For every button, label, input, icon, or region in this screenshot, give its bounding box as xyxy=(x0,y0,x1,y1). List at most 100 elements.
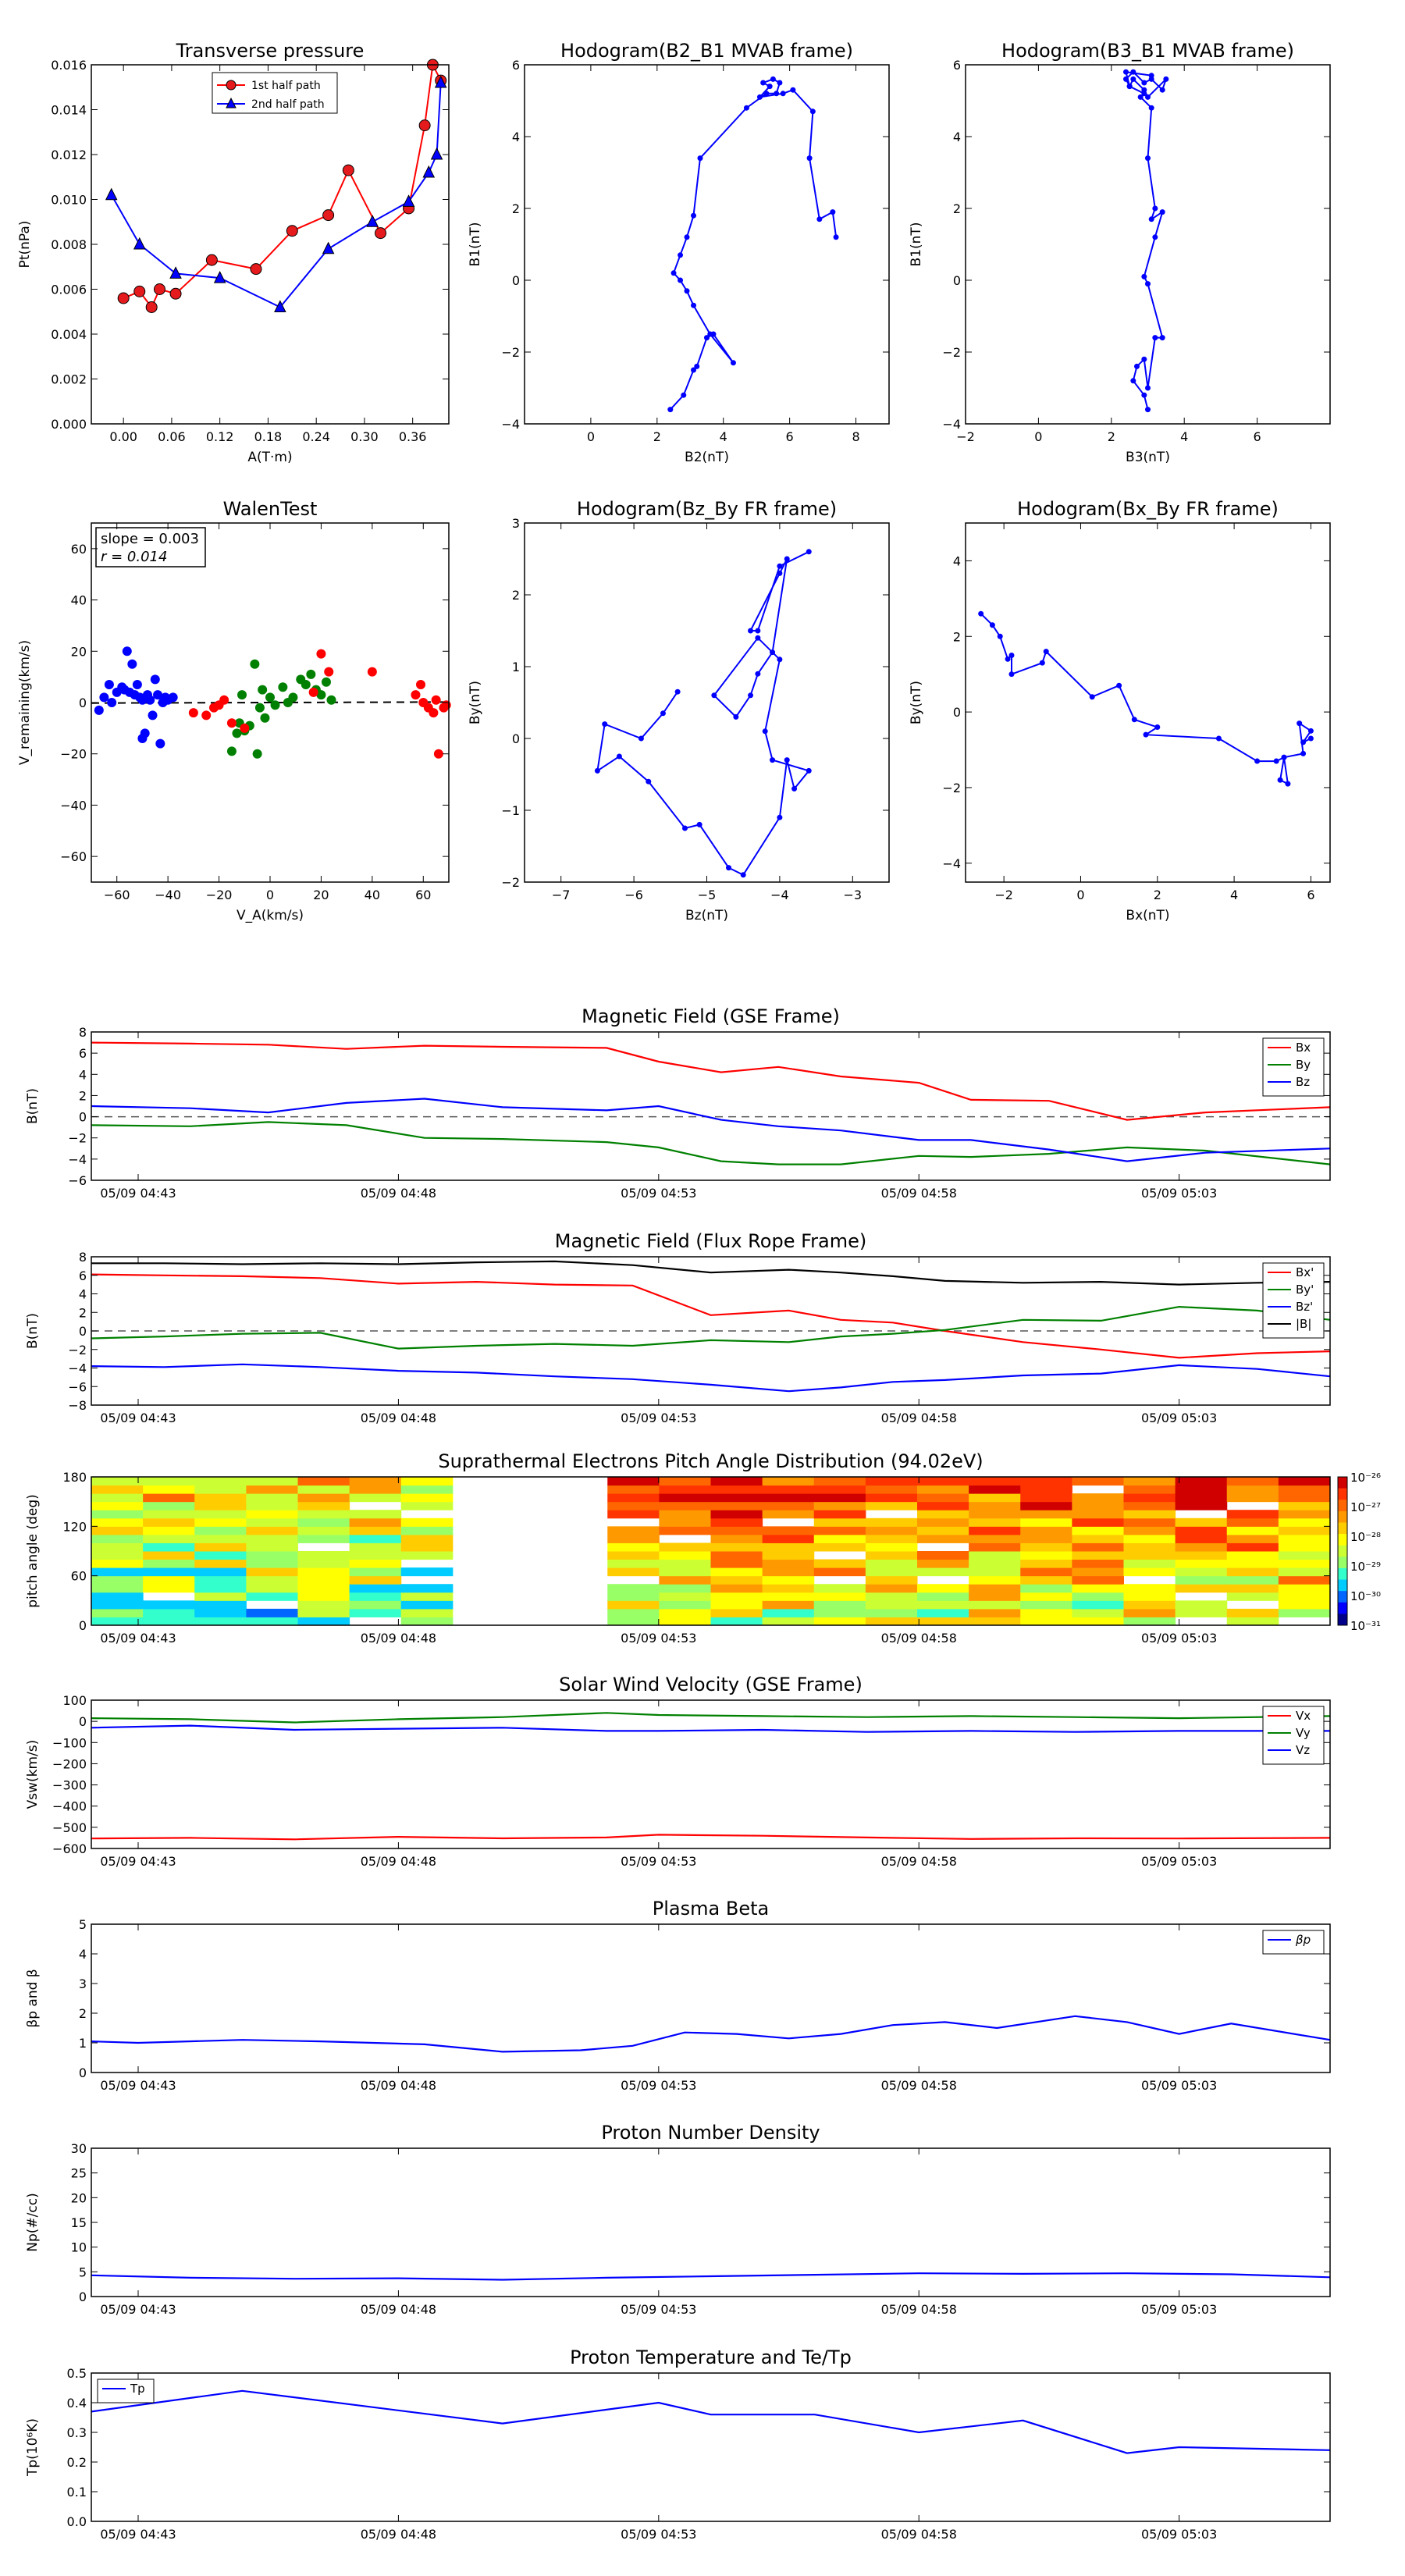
data-point xyxy=(155,738,165,749)
data-point xyxy=(342,164,354,176)
x-tick-label: 05/09 04:53 xyxy=(621,2527,696,2542)
colorbar-segment xyxy=(1338,1545,1347,1557)
heatmap-cell xyxy=(1072,1493,1124,1503)
heatmap-cell xyxy=(1072,1575,1124,1585)
y-axis-label: By(nT) xyxy=(468,681,483,724)
heatmap-cell xyxy=(349,1485,402,1494)
data-point xyxy=(1145,385,1151,391)
data-point xyxy=(270,700,280,710)
data-point xyxy=(602,721,608,728)
data-point xyxy=(667,407,674,413)
data-point xyxy=(316,649,326,659)
heatmap-cells xyxy=(91,1477,1331,1626)
heatmap-cell xyxy=(710,1584,763,1593)
heatmap-cell xyxy=(969,1584,1021,1593)
heatmap-cell xyxy=(297,1526,350,1535)
colorbar-tick-label: 10⁻³⁰ xyxy=(1350,1589,1381,1603)
heatmap-cell xyxy=(865,1551,918,1560)
data-point xyxy=(99,692,109,703)
data-point xyxy=(1307,728,1314,734)
heatmap-cell xyxy=(1072,1592,1124,1601)
plot-frame xyxy=(965,64,1331,425)
data-point xyxy=(1145,407,1151,413)
data-point xyxy=(1130,76,1136,82)
chart-title: Hodogram(B3_B1 MVAB frame) xyxy=(1001,40,1294,62)
heatmap-cell xyxy=(1278,1534,1331,1543)
series-Bz xyxy=(91,1098,1331,1162)
series-Vy xyxy=(91,1712,1331,1724)
x-tick-label: 2 xyxy=(1108,429,1115,444)
data-point xyxy=(375,227,387,240)
heatmap-cell xyxy=(813,1592,866,1601)
heatmap-cell xyxy=(400,1617,454,1626)
x-tick-label: 6 xyxy=(786,429,794,444)
data-point xyxy=(681,392,687,398)
x-tick-label: 05/09 05:03 xyxy=(1141,1411,1217,1425)
y-tick-label: −6 xyxy=(68,1379,87,1394)
heatmap-cell xyxy=(400,1493,454,1503)
y-tick-label: −40 xyxy=(60,798,87,813)
colorbar-segment xyxy=(1338,1602,1347,1614)
heatmap-cell xyxy=(762,1592,815,1601)
heatmap-cell xyxy=(607,1501,660,1510)
hodogram-series xyxy=(594,549,812,878)
annotation-slope: slope = 0.003 xyxy=(101,531,199,547)
heatmap-cell xyxy=(1020,1584,1072,1593)
y-tick-label: −4 xyxy=(68,1152,87,1167)
heatmap-cell xyxy=(762,1542,815,1552)
data-point xyxy=(806,155,813,162)
data-point xyxy=(784,757,790,763)
heatmap-cell xyxy=(710,1534,763,1543)
legend-marker xyxy=(226,80,237,91)
x-tick-label: 05/09 04:53 xyxy=(621,1854,696,1869)
plot-background xyxy=(91,1032,1330,1180)
hodogram-series xyxy=(667,76,839,413)
heatmap-cell xyxy=(91,1542,144,1552)
colorbar-tick-label: 10⁻²⁷ xyxy=(1350,1500,1381,1514)
y-tick-label: −300 xyxy=(52,1778,87,1793)
heatmap-cell xyxy=(710,1559,763,1568)
plot-frame xyxy=(91,2372,1331,2522)
heatmap-cell xyxy=(297,1559,350,1568)
y-tick-label: 4 xyxy=(79,1287,87,1302)
data-point xyxy=(1141,273,1147,279)
heatmap-cell xyxy=(607,1559,660,1568)
y-tick-label: 0 xyxy=(79,1324,87,1339)
y-tick-label: 0 xyxy=(79,1714,87,1729)
heatmap-cell xyxy=(1123,1526,1176,1535)
data-point xyxy=(1152,205,1158,212)
heatmap-cell xyxy=(349,1592,402,1601)
data-point xyxy=(791,785,798,792)
data-point xyxy=(678,252,684,258)
data-point xyxy=(780,91,786,97)
x-axis-label: B2(nT) xyxy=(685,450,729,465)
colorbar-segment xyxy=(1338,1522,1347,1535)
data-point xyxy=(777,656,783,663)
heatmap-cell xyxy=(1123,1501,1176,1510)
data-point xyxy=(989,622,995,628)
heatmap-cell xyxy=(1278,1608,1331,1617)
chart-title: WalenTest xyxy=(223,498,318,520)
heatmap-cell xyxy=(349,1526,402,1535)
data-point xyxy=(638,735,644,742)
y-tick-label: 0 xyxy=(79,2290,87,2304)
heatmap-cell xyxy=(91,1517,144,1527)
data-point xyxy=(402,194,415,207)
data-point xyxy=(760,80,767,86)
data-point xyxy=(733,713,739,720)
chart-walen_test: slope = 0.003 r = 0.014 −60 −40 −20 0 20 40 60 −6… xyxy=(17,498,451,923)
x-tick-label: 0.18 xyxy=(254,429,283,444)
heatmap-cell xyxy=(91,1575,144,1585)
heatmap-cell xyxy=(969,1592,1021,1601)
heatmap-cell xyxy=(813,1600,866,1610)
series-Tp xyxy=(91,2389,1331,2454)
heatmap-cell xyxy=(1175,1517,1228,1527)
data-point xyxy=(684,234,690,240)
x-tick-label: 0.06 xyxy=(158,429,186,444)
colorbar-tick-label: 10⁻²⁶ xyxy=(1350,1471,1381,1485)
y-tick-label: 2 xyxy=(79,2006,87,2021)
heatmap-cell xyxy=(917,1510,969,1519)
heatmap-cell xyxy=(813,1477,866,1486)
heatmap-cell xyxy=(969,1526,1021,1535)
